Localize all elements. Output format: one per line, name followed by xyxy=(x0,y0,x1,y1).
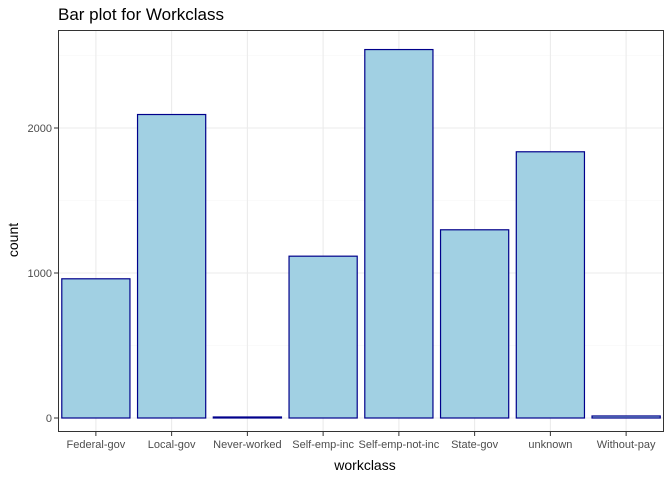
x-axis-title: workclass xyxy=(333,457,395,473)
y-axis: 0 1000 2000 xyxy=(28,123,58,425)
bar-state-gov xyxy=(439,229,510,419)
x-tick-label: unknown xyxy=(528,439,572,451)
x-tick-label: Without-pay xyxy=(597,439,656,451)
y-tick-label: 1000 xyxy=(28,268,52,280)
bars xyxy=(61,48,661,419)
bar-unknown xyxy=(515,151,586,419)
y-axis-title: count xyxy=(5,223,21,257)
x-tick-label: Local-gov xyxy=(148,439,196,451)
bar-self-emp-not-inc xyxy=(364,48,434,419)
bar-never-worked xyxy=(212,416,283,419)
x-tick-label: Never-worked xyxy=(213,439,281,451)
x-tick-label: Self-emp-inc xyxy=(292,439,354,451)
bar-without-pay xyxy=(591,415,661,419)
x-axis: Federal-gov Local-gov Never-worked Self-emp… xyxy=(67,432,656,451)
y-tick-label: 2000 xyxy=(28,123,52,135)
x-tick-label: Self-emp-not-inc xyxy=(359,439,440,451)
bar-local-gov xyxy=(136,113,207,419)
bar-federal-gov xyxy=(61,278,131,419)
y-tick-label: 0 xyxy=(46,413,52,425)
x-tick-label: State-gov xyxy=(451,439,499,451)
bar-self-emp-inc xyxy=(288,255,358,419)
panel-border xyxy=(58,30,664,432)
x-tick-label: Federal-gov xyxy=(67,439,126,451)
chart-title: Bar plot for Workclass xyxy=(58,5,224,24)
